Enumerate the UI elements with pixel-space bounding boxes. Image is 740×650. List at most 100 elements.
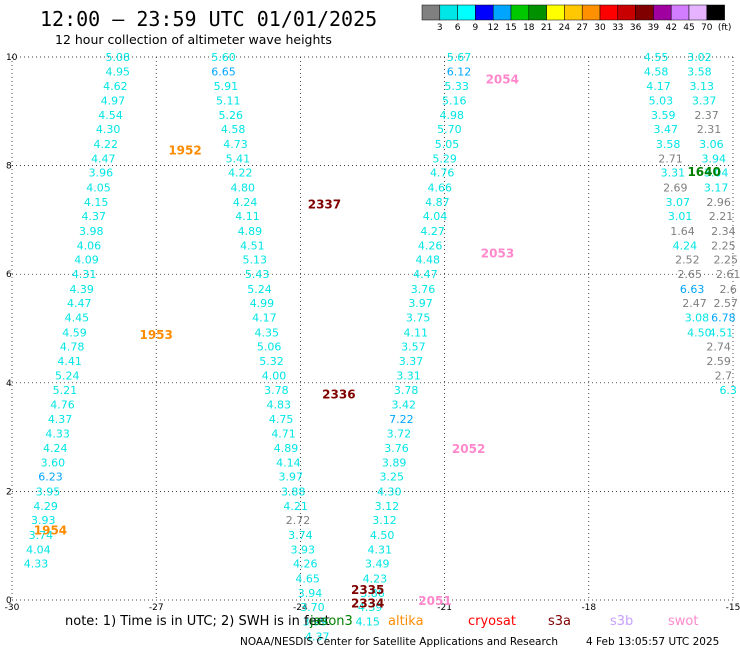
data-point-value: 3.47: [653, 123, 678, 136]
data-point-value: 3.25: [379, 471, 404, 484]
colorbar-label: 18: [523, 23, 535, 33]
data-point-value: 2.7: [715, 370, 733, 383]
colorbar-label: 3: [437, 23, 443, 33]
data-point-value: 3.86: [360, 587, 385, 600]
data-point-value: 4.17: [646, 80, 671, 93]
data-point-value: 3.89: [382, 457, 407, 470]
data-point-value: 2.52: [675, 254, 700, 267]
chart-title: 12:00 – 23:59 UTC 01/01/2025: [40, 7, 377, 31]
data-point-value: 5.16: [442, 94, 467, 107]
data-point-value: 4.89: [238, 225, 263, 238]
data-point-value: 3.58: [687, 66, 712, 79]
data-point-value: 4.47: [413, 268, 438, 281]
colorbar-label: 36: [630, 23, 642, 33]
data-point-value: 3.31: [661, 167, 686, 180]
satellite-legend-item: s3a: [548, 614, 571, 629]
data-point-value: 4.59: [62, 326, 87, 339]
data-point-value: 4.99: [250, 297, 275, 310]
data-point-value: 4.22: [93, 138, 118, 151]
colorbar-swatch: [635, 4, 654, 21]
colorbar-swatch: [706, 4, 725, 21]
track-label: 2336: [322, 388, 355, 402]
data-point-value: 3.98: [79, 225, 104, 238]
data-point-value: 4.95: [105, 66, 130, 79]
data-point-value: 4.58: [644, 66, 669, 79]
data-point-value: 4.47: [91, 153, 116, 166]
data-point-value: 7.22: [389, 413, 414, 426]
data-point-value: 4.26: [293, 558, 318, 571]
data-point-value: 5.24: [55, 370, 80, 383]
colorbar-label: 39: [648, 23, 660, 33]
data-point-value: 4.50: [370, 529, 395, 542]
data-point-value: 3.08: [685, 312, 710, 325]
data-point-value: 4.89: [274, 442, 299, 455]
data-point-value: 4.87: [425, 196, 450, 209]
data-point-value: 4.11: [404, 326, 429, 339]
data-point-value: 3.76: [411, 283, 436, 296]
data-point-value: 3.06: [699, 138, 724, 151]
data-point-value: 3.12: [372, 514, 397, 527]
data-point-value: 5.29: [432, 153, 457, 166]
data-point-value: 5.06: [257, 340, 282, 353]
data-point-value: 4.00: [262, 370, 287, 383]
data-point-value: 5.70: [437, 123, 462, 136]
data-point-value: 4.31: [72, 268, 97, 281]
data-point-value: 3.99: [303, 616, 328, 629]
colorbar-swatch: [581, 4, 601, 21]
data-point-value: 2.21: [709, 210, 734, 223]
x-tick-label: -21: [437, 603, 452, 613]
data-point-value: 4.11: [235, 210, 260, 223]
data-point-value: 4.26: [418, 239, 443, 252]
data-point-value: 2.31: [697, 123, 722, 136]
data-point-value: 3.01: [668, 210, 693, 223]
data-point-value: 3.74: [288, 529, 313, 542]
data-point-value: 5.41: [226, 153, 251, 166]
data-point-value: 5.08: [105, 51, 130, 64]
colorbar-swatch: [688, 4, 708, 21]
data-point-value: 4.66: [428, 181, 453, 194]
data-point-value: 4.04: [26, 544, 51, 557]
data-point-value: 4.83: [267, 399, 292, 412]
data-point-value: 4.21: [283, 500, 308, 513]
satellite-legend-item: s3b: [610, 614, 633, 629]
data-point-value: 5.24: [247, 283, 272, 296]
colorbar-label: 42: [665, 23, 676, 33]
data-point-value: 2.71: [658, 153, 683, 166]
data-point-value: 4.55: [644, 51, 669, 64]
data-point-value: 3.58: [656, 138, 681, 151]
data-point-value: 5.21: [53, 384, 78, 397]
data-point-value: 3.49: [365, 558, 390, 571]
track-label: 1954: [34, 523, 67, 537]
data-point-value: 4.22: [228, 167, 253, 180]
data-point-value: 1.64: [670, 225, 695, 238]
colorbar-label: 6: [455, 23, 461, 33]
data-point-value: 3.70: [300, 601, 325, 614]
data-point-value: 5.32: [259, 355, 284, 368]
track-label: 2052: [452, 442, 485, 456]
data-point-value: 4.29: [33, 500, 58, 513]
colorbar-label: 70: [701, 23, 713, 33]
data-point-value: 5.91: [214, 80, 239, 93]
data-point-value: 2.34: [711, 225, 736, 238]
data-point-value: 6.12: [447, 66, 472, 79]
data-point-value: 4.75: [269, 413, 294, 426]
data-point-value: 3.74: [29, 529, 54, 542]
track-label: 2054: [486, 73, 519, 87]
data-point-value: 4.73: [223, 138, 248, 151]
data-point-value: 4.37: [48, 413, 73, 426]
data-point-value: 3.02: [687, 51, 712, 64]
colorbar-swatch: [439, 4, 458, 21]
data-point-value: 4.62: [103, 80, 128, 93]
data-point-value: 3.93: [291, 544, 316, 557]
satellite-legend-item: altika: [388, 614, 424, 629]
data-point-value: 6.3: [719, 384, 737, 397]
data-point-value: 4.04: [423, 210, 448, 223]
data-point-value: 5.60: [211, 51, 236, 64]
data-point-value: 4.47: [67, 297, 92, 310]
footer-credit: NOAA/NESDIS Center for Satellite Applica…: [240, 636, 558, 648]
data-point-value: 4.05: [86, 181, 111, 194]
colorbar-label: 21: [541, 23, 552, 33]
data-point-value: 4.35: [255, 326, 280, 339]
satellite-legend-item: swot: [668, 614, 698, 629]
